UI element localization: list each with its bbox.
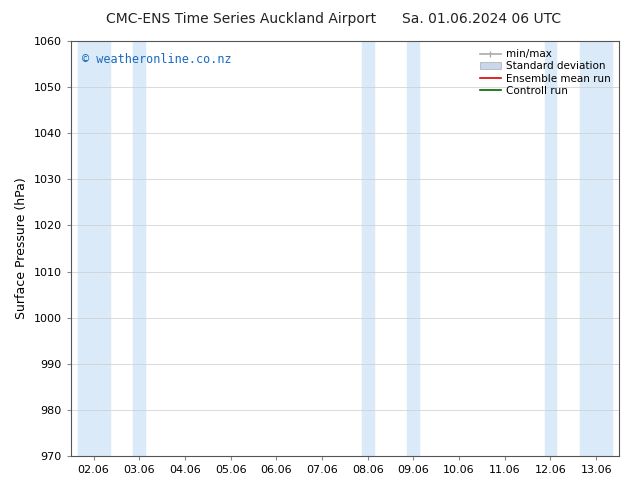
Legend: min/max, Standard deviation, Ensemble mean run, Controll run: min/max, Standard deviation, Ensemble me… bbox=[477, 46, 614, 99]
Bar bbox=[362, 41, 373, 456]
Text: CMC-ENS Time Series Auckland Airport: CMC-ENS Time Series Auckland Airport bbox=[106, 12, 376, 26]
Bar bbox=[77, 41, 110, 456]
Text: Sa. 01.06.2024 06 UTC: Sa. 01.06.2024 06 UTC bbox=[403, 12, 561, 26]
Bar bbox=[408, 41, 419, 456]
Bar bbox=[133, 41, 145, 456]
Bar bbox=[545, 41, 557, 456]
Bar bbox=[580, 41, 612, 456]
Y-axis label: Surface Pressure (hPa): Surface Pressure (hPa) bbox=[15, 178, 28, 319]
Text: © weatheronline.co.nz: © weatheronline.co.nz bbox=[82, 53, 231, 67]
